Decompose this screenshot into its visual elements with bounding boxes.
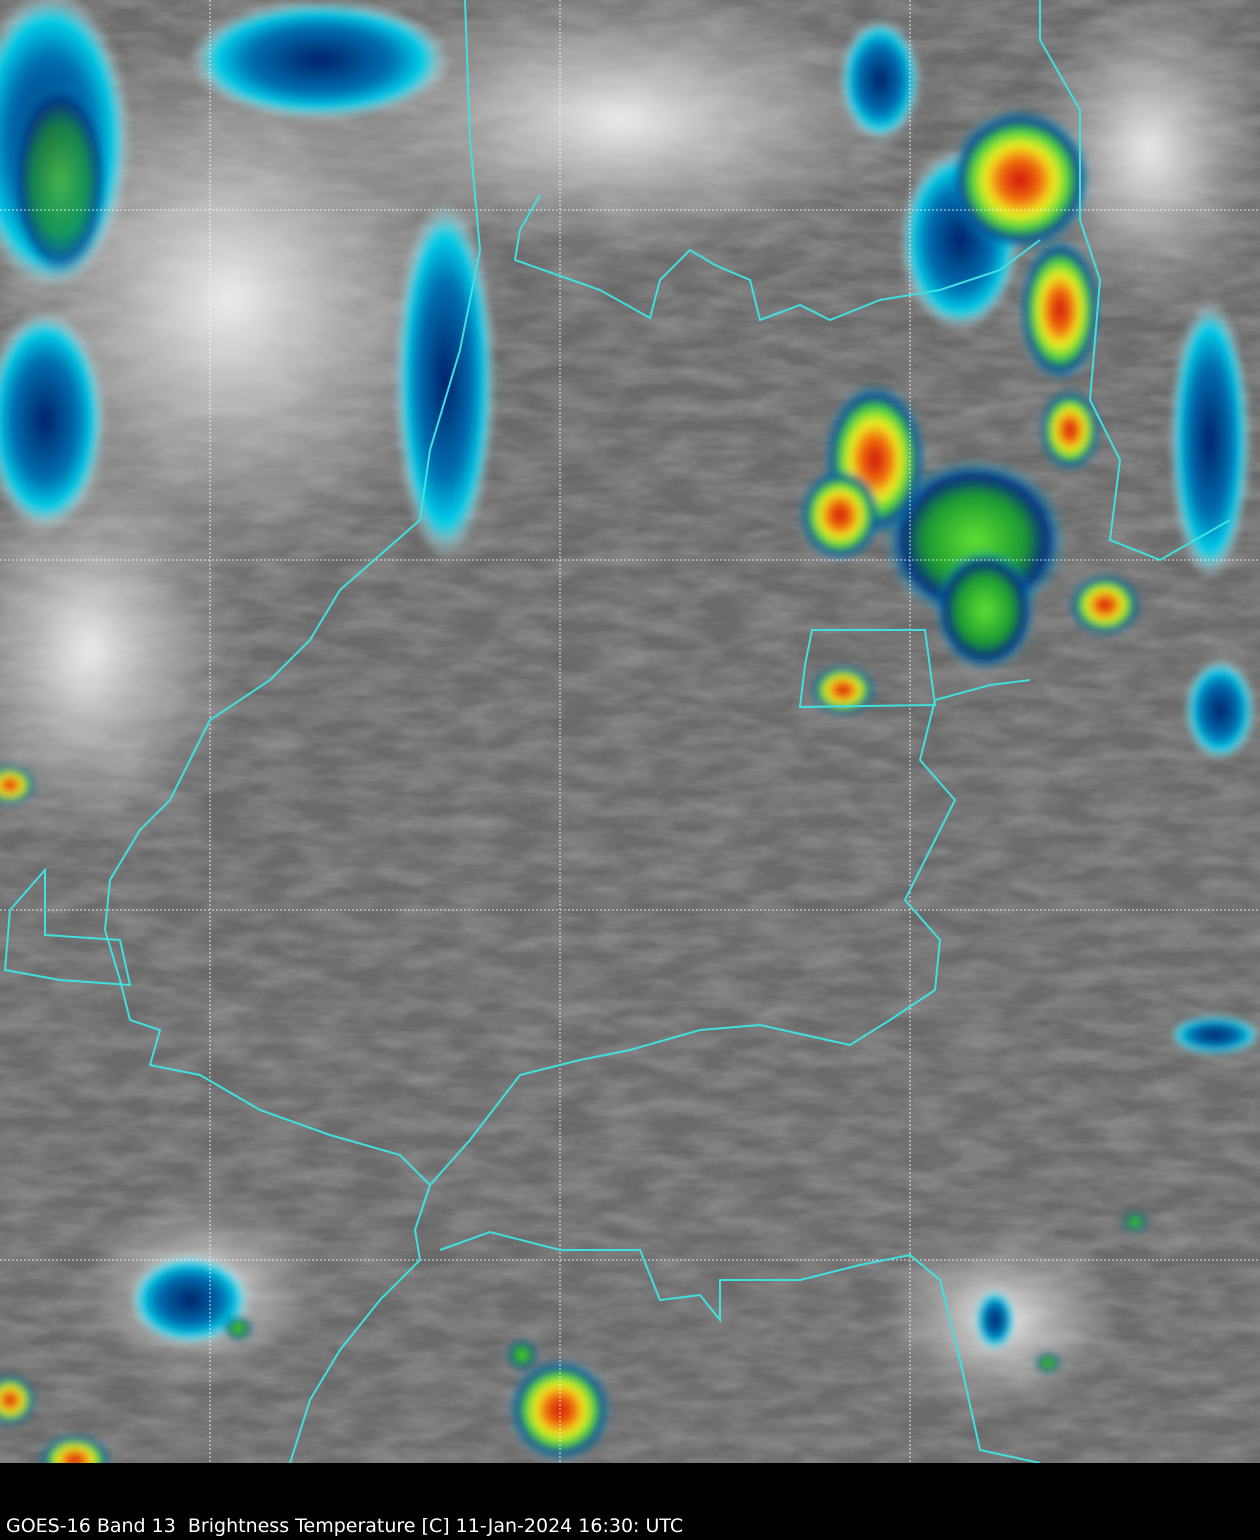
country-borders	[3, 0, 1231, 1463]
cold-cloud-tops	[0, 0, 1260, 1463]
brightness-temperature-map	[0, 0, 1260, 1463]
lat-lon-gridlines	[0, 0, 1260, 1463]
image-caption: GOES-16 Band 13 Brightness Temperature […	[6, 1515, 684, 1537]
map-layers	[0, 0, 1260, 1463]
